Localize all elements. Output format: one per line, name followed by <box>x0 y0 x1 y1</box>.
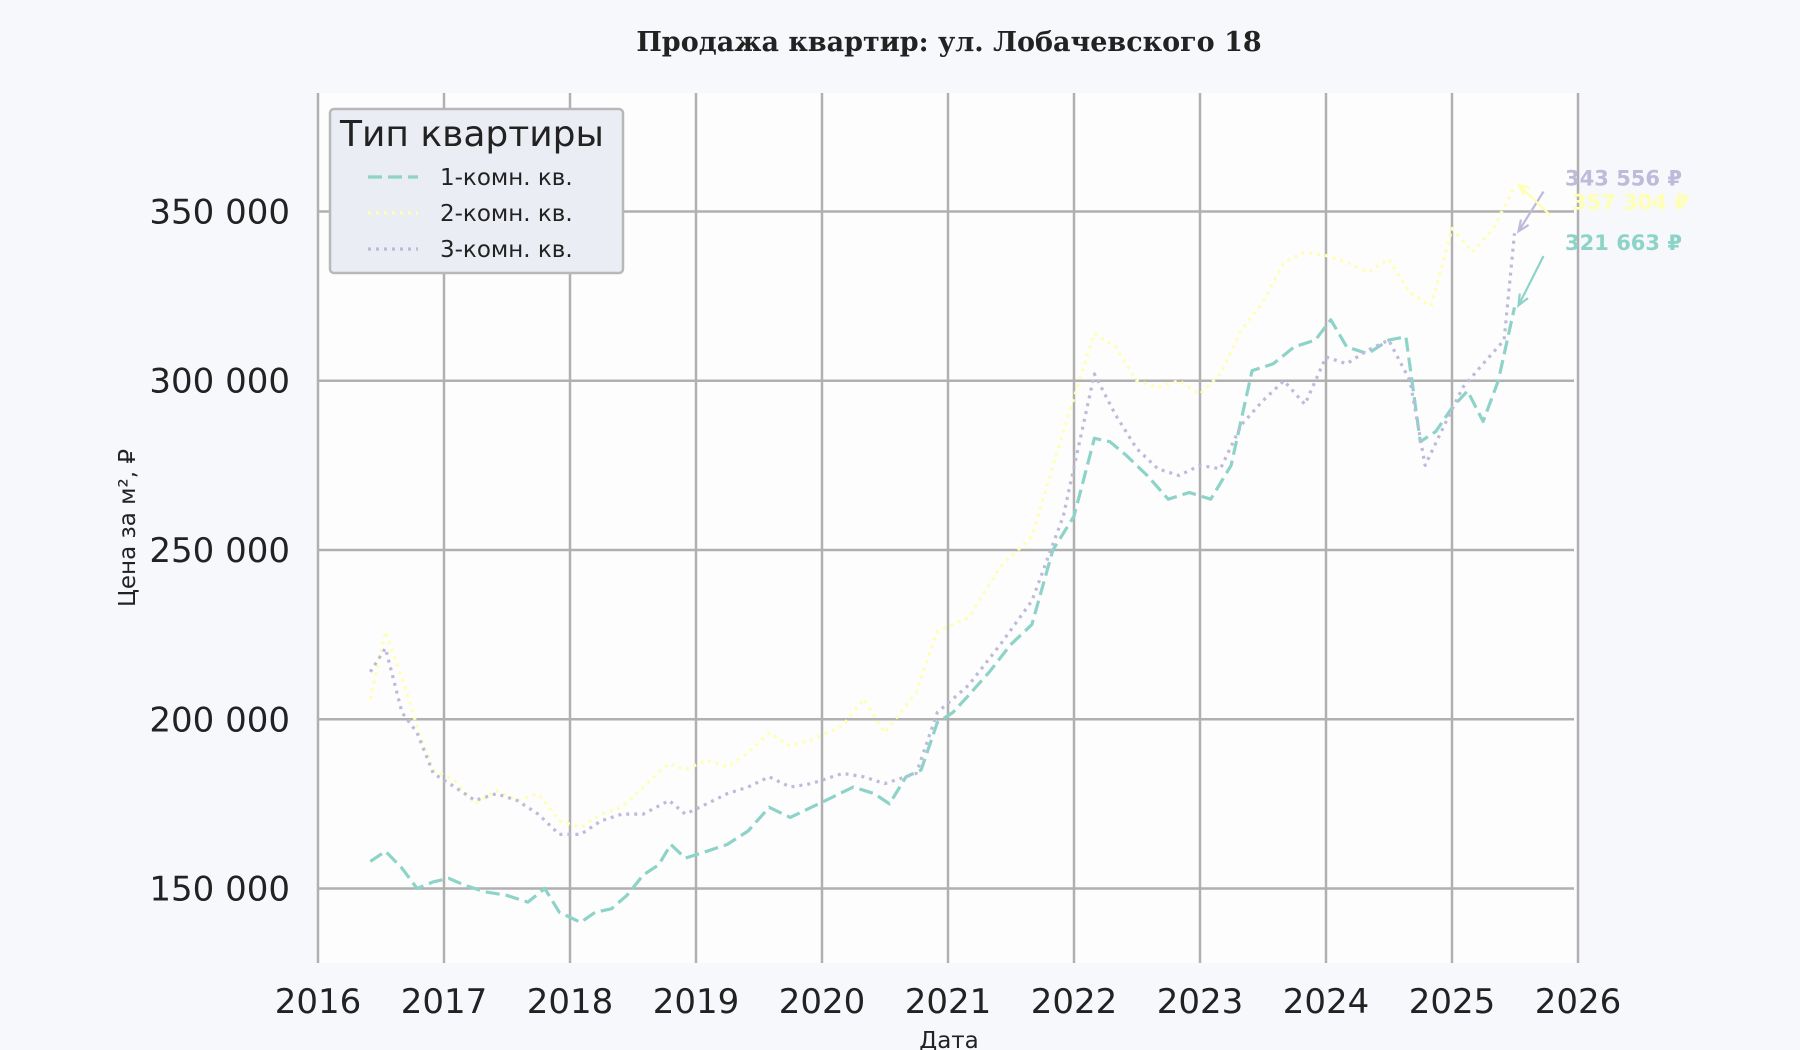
y-axis-label: Цена за м², ₽ <box>115 449 141 607</box>
annotation-arrowhead <box>1516 219 1530 234</box>
x-tick-label: 2022 <box>1031 982 1118 1022</box>
x-tick-label: 2017 <box>401 982 488 1022</box>
chart-title: Продажа квартир: ул. Лобачевского 18 <box>636 27 1261 58</box>
x-tick-label: 2020 <box>779 982 866 1022</box>
y-tick-label: 300 000 <box>149 362 290 402</box>
x-tick-label: 2025 <box>1409 982 1496 1022</box>
y-tick-label: 150 000 <box>149 870 290 910</box>
legend-items: 1-комн. кв. 2-комн. кв. 3-комн. кв. <box>368 165 573 263</box>
annotation-arrow <box>1517 183 1552 217</box>
x-tick-label: 2018 <box>527 982 614 1022</box>
x-tick-label: 2023 <box>1157 982 1244 1022</box>
legend-title: Тип квартиры <box>339 114 604 155</box>
x-tick-label: 2024 <box>1283 982 1370 1022</box>
annotations: 343 556 ₽357 304 ₽ 321 663 ₽ <box>1516 167 1689 308</box>
x-tick-label: 2019 <box>653 982 740 1022</box>
series-lines <box>368 186 1517 924</box>
series-line-1 <box>369 307 1517 924</box>
y-tick-label: 250 000 <box>149 531 290 571</box>
axes: 2016 2017 2018 2019 2020 2021 2022 2023 2024 2025… <box>149 192 1621 1022</box>
x-tick-label: 2026 <box>1535 982 1622 1022</box>
annotation-label: 321 663 ₽ <box>1565 231 1682 255</box>
annotation-arrowhead <box>1516 182 1531 196</box>
annotation-label: 343 556 ₽ <box>1565 167 1682 191</box>
legend-box <box>328 107 625 275</box>
legend-entry: 1-комн. кв. <box>440 165 573 191</box>
legend: Тип квартиры 1-комн. кв. 2-комн. кв. 3-ком… <box>328 107 625 275</box>
legend-entry: 3-комн. кв. <box>440 237 573 263</box>
x-tick-label: 2021 <box>905 982 992 1022</box>
grid-lines <box>316 93 1580 963</box>
y-tick-label: 350 000 <box>149 192 290 232</box>
y-tick-label: 200 000 <box>149 700 290 740</box>
series-line-3 <box>368 233 1517 836</box>
x-tick-label: 2016 <box>275 982 362 1022</box>
legend-entry: 2-комн. кв. <box>440 201 573 227</box>
annotation-arrowhead <box>1517 293 1529 308</box>
annotation-arrow <box>1517 255 1545 306</box>
annotation-arrow <box>1517 191 1545 232</box>
annotation-label: 357 304 ₽ <box>1572 190 1689 214</box>
x-axis-label: Дата <box>919 1028 979 1050</box>
series-line-2 <box>368 186 1516 830</box>
